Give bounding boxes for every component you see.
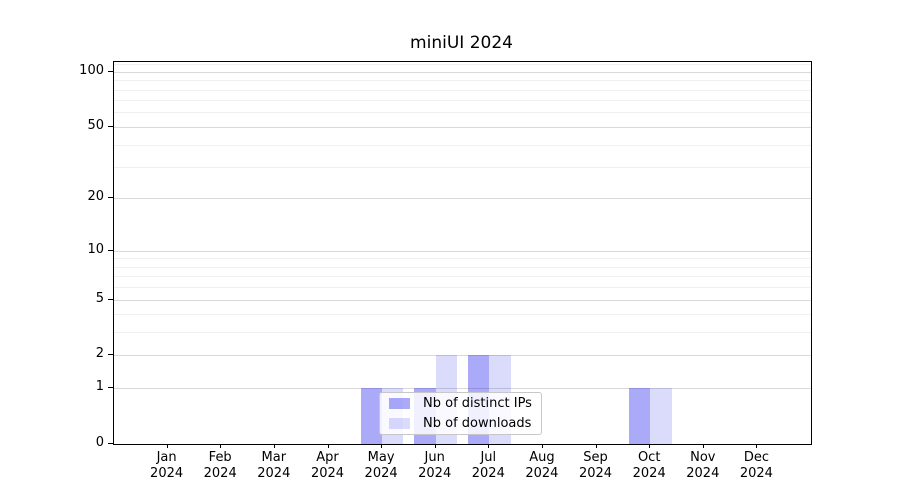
x-tick-mark <box>488 444 490 448</box>
x-tick-mark <box>702 444 704 448</box>
x-tick-label: Jul 2024 <box>471 450 505 481</box>
major-gridline <box>114 299 811 301</box>
minor-gridline <box>114 314 811 316</box>
legend: Nb of distinct IPs Nb of downloads <box>379 392 542 435</box>
x-tick-mark <box>595 444 597 448</box>
y-tick-mark <box>108 443 113 444</box>
minor-gridline <box>114 144 811 146</box>
chart-title: miniUI 2024 <box>410 33 513 53</box>
x-tick-label: Apr 2024 <box>310 450 345 481</box>
y-tick-mark <box>108 70 113 72</box>
major-gridline <box>114 388 811 390</box>
x-tick-label: Jan 2024 <box>150 450 184 481</box>
x-tick-mark <box>381 444 383 448</box>
legend-item-distinct-ips: Nb of distinct IPs <box>389 395 532 412</box>
x-tick-mark <box>756 444 758 448</box>
minor-gridline <box>114 266 811 268</box>
y-tick-label: 0 <box>95 435 104 450</box>
x-tick-label: Mar 2024 <box>257 450 291 481</box>
minor-gridline <box>114 287 811 289</box>
y-tick-mark <box>108 354 113 356</box>
x-tick-label: Feb 2024 <box>203 450 237 481</box>
x-tick-label: Jun 2024 <box>418 450 452 481</box>
y-tick-label: 1 <box>95 379 104 395</box>
y-tick-mark <box>108 197 113 199</box>
bar-oct-downloads <box>650 388 672 444</box>
x-tick-label: Dec 2024 <box>739 450 773 481</box>
x-tick-mark <box>220 444 222 448</box>
legend-swatch-downloads-icon <box>389 418 410 429</box>
legend-swatch-distinct-ips-icon <box>389 398 410 409</box>
major-gridline <box>114 126 811 128</box>
x-tick-label: Nov 2024 <box>686 450 720 481</box>
x-tick-label: May 2024 <box>364 450 398 481</box>
minor-gridline <box>114 112 811 114</box>
minor-gridline <box>114 64 811 66</box>
plot-area <box>113 61 812 445</box>
x-tick-mark <box>166 444 168 448</box>
y-tick-mark <box>108 125 113 127</box>
x-tick-mark <box>541 444 543 448</box>
y-tick-label: 100 <box>79 62 104 78</box>
bar-may-ips <box>360 388 382 444</box>
major-gridline <box>114 250 811 252</box>
major-gridline <box>114 71 811 73</box>
bar-oct-ips <box>628 388 651 444</box>
legend-label-downloads: Nb of downloads <box>423 415 532 431</box>
legend-label-distinct-ips: Nb of distinct IPs <box>423 395 532 411</box>
y-tick-label: 5 <box>95 290 104 306</box>
y-tick-label: 50 <box>87 117 104 133</box>
x-tick-mark <box>434 444 436 448</box>
x-tick-mark <box>649 444 651 448</box>
y-tick-label: 10 <box>87 241 104 257</box>
minor-gridline <box>114 89 811 91</box>
major-gridline <box>114 198 811 200</box>
y-tick-mark <box>108 298 113 300</box>
minor-gridline <box>114 332 811 334</box>
y-tick-label: 2 <box>95 346 104 362</box>
x-tick-label: Aug 2024 <box>525 450 559 481</box>
y-tick-mark <box>108 249 113 251</box>
x-tick-mark <box>273 444 275 448</box>
minor-gridline <box>114 258 811 260</box>
y-tick-label: 20 <box>87 189 104 205</box>
minor-gridline <box>114 80 811 82</box>
y-tick-mark <box>108 387 113 389</box>
minor-gridline <box>114 100 811 102</box>
minor-gridline <box>114 167 811 168</box>
minor-gridline <box>114 276 811 278</box>
major-gridline <box>114 355 811 357</box>
legend-item-downloads: Nb of downloads <box>389 415 532 432</box>
x-tick-label: Sep 2024 <box>578 450 613 481</box>
x-tick-mark <box>327 444 329 448</box>
x-tick-label: Oct 2024 <box>632 450 666 481</box>
